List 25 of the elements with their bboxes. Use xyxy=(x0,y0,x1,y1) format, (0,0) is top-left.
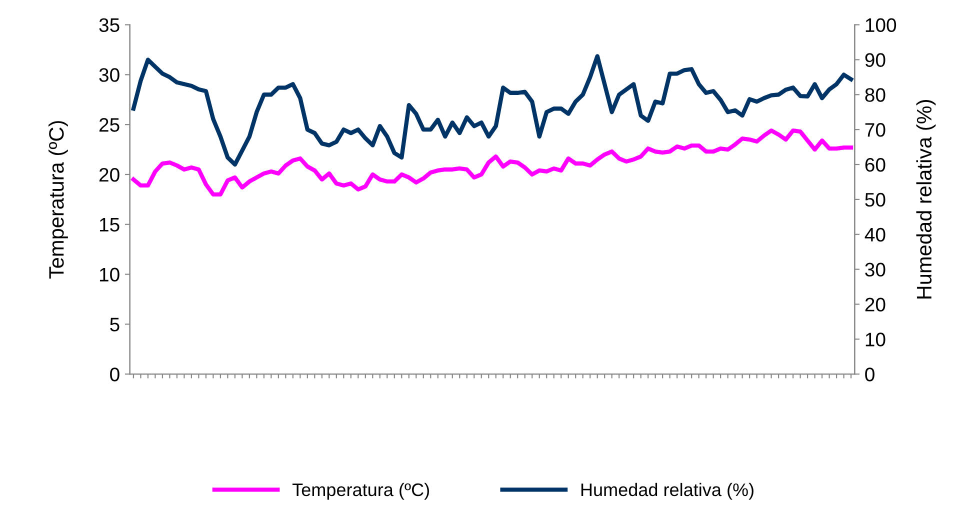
legend-label: Humedad relativa (%) xyxy=(581,482,754,500)
line-series xyxy=(131,54,854,167)
y-tick-label: 30 xyxy=(99,68,120,82)
y-tick-label: 20 xyxy=(99,168,120,182)
line-series xyxy=(131,128,854,197)
y2-tick-label: 20 xyxy=(865,298,886,312)
y2-tick-label: 80 xyxy=(865,88,886,102)
y2-tick-label: 60 xyxy=(865,158,886,172)
y2-tick-label: 100 xyxy=(866,18,896,32)
y-tick-label: 10 xyxy=(100,268,120,282)
y-axis-title: Temperatura (ºC) xyxy=(48,121,68,279)
y2-tick-label: 40 xyxy=(864,228,886,242)
y-tick-label: 5 xyxy=(110,318,120,332)
y2-tick-label: 10 xyxy=(866,332,886,346)
y2-tick-label: 30 xyxy=(865,262,886,277)
y2-axis-title: Humedad relativa (%) xyxy=(916,100,936,298)
legend-label: Temperatura (ºC) xyxy=(292,482,429,500)
y2-tick-label: 90 xyxy=(865,53,886,67)
y-tick-label: 25 xyxy=(99,118,120,132)
y-tick-label: 0 xyxy=(110,368,120,382)
y-tick-label: 35 xyxy=(99,18,120,32)
y2-tick-label: 0 xyxy=(865,368,874,382)
y2-tick-label: 70 xyxy=(865,123,886,137)
y-tick-label: 15 xyxy=(100,218,120,232)
y2-tick-label: 50 xyxy=(865,192,886,207)
